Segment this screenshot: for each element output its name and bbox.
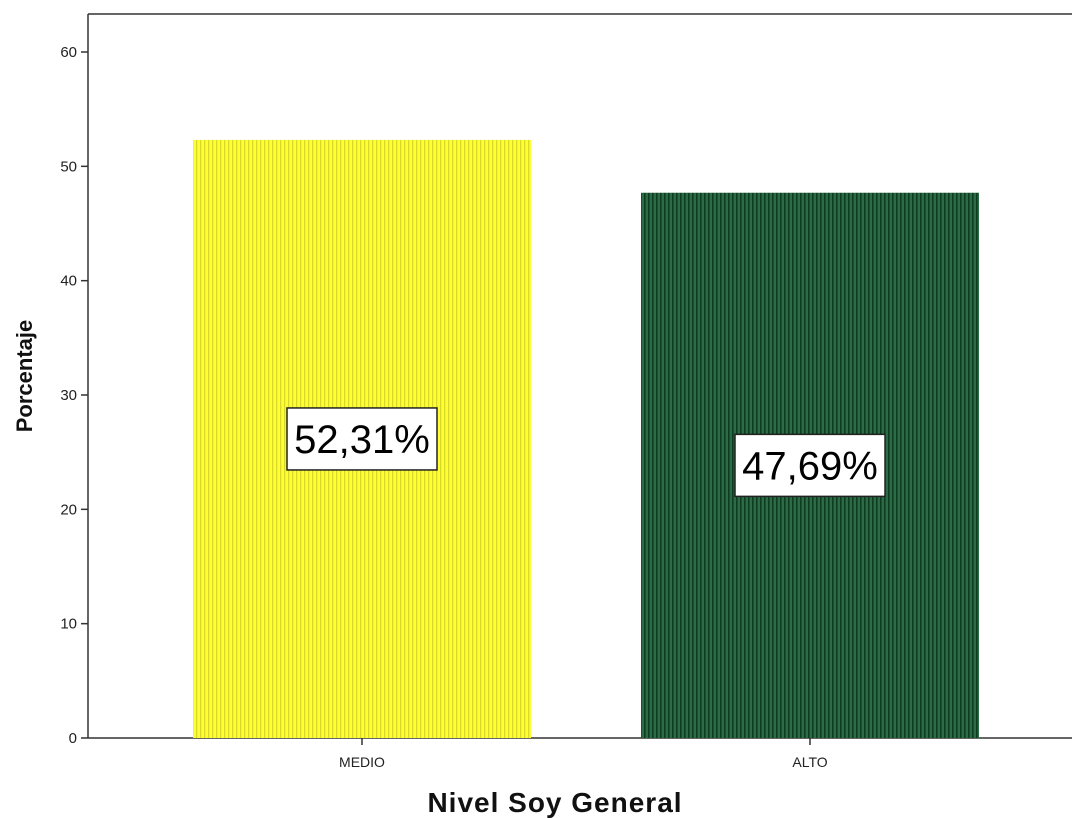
x-tick-label: ALTO	[792, 754, 827, 770]
y-axis-title: Porcentaje	[12, 320, 37, 433]
y-tick-label: 0	[69, 730, 77, 747]
y-axis-ticks: 0 10 20 30 40 50 60	[60, 44, 88, 747]
x-axis-title: Nivel Soy General	[427, 787, 682, 818]
y-tick-label: 60	[60, 44, 77, 61]
y-tick-label: 40	[60, 273, 77, 290]
data-label-box	[286, 407, 438, 471]
y-tick-label: 30	[60, 387, 77, 404]
data-label-medio: 52,31%	[286, 407, 438, 471]
data-label-alto: 47,69%	[734, 433, 886, 498]
data-label-box	[734, 433, 886, 498]
bars-group: 52,31% 47,69%	[193, 139, 979, 739]
y-tick-label: 20	[60, 501, 77, 518]
y-tick-label: 50	[60, 158, 77, 175]
data-label-text: 47,69%	[742, 444, 878, 488]
x-tick-label: MEDIO	[339, 754, 385, 770]
y-tick-label: 10	[60, 616, 77, 633]
data-label-text: 52,31%	[294, 418, 430, 462]
x-axis-ticks: MEDIO ALTO	[339, 738, 828, 770]
